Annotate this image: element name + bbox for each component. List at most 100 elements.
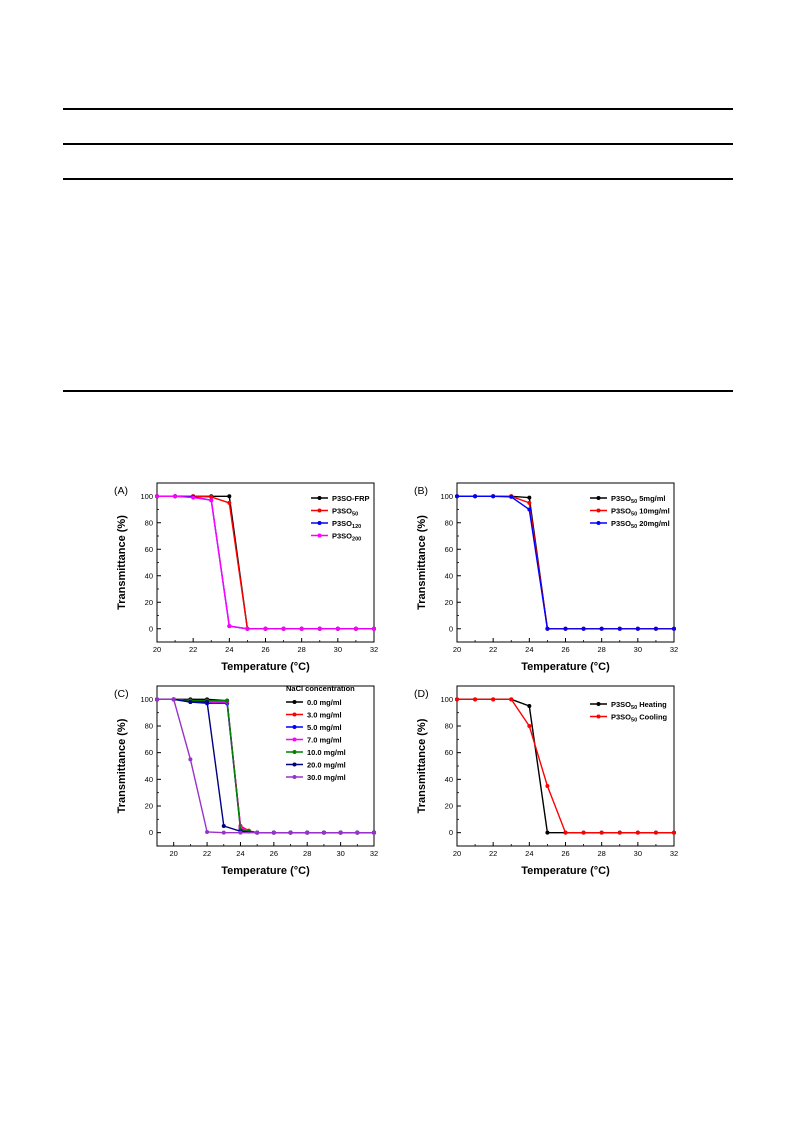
- x-tick-label: 22: [489, 645, 497, 654]
- legend-label: P3SO200: [332, 531, 361, 542]
- x-tick-label: 30: [334, 645, 342, 654]
- legend-marker: [317, 508, 322, 513]
- panel-label: (B): [414, 485, 428, 497]
- table-bottom-rule: [63, 390, 733, 392]
- x-tick-label: 32: [670, 849, 678, 858]
- data-point: [209, 498, 214, 503]
- data-point: [338, 830, 343, 835]
- data-point: [227, 624, 232, 629]
- x-tick-label: 20: [453, 849, 461, 858]
- y-tick-label: 20: [445, 598, 453, 607]
- table-header-rule: [63, 143, 733, 145]
- data-point: [227, 500, 232, 505]
- data-point: [171, 697, 176, 702]
- x-tick-label: 22: [189, 645, 197, 654]
- series-line: [457, 495, 674, 630]
- data-point: [191, 495, 196, 500]
- data-point: [271, 830, 276, 835]
- y-tick-label: 40: [145, 775, 153, 784]
- data-point: [281, 626, 286, 631]
- legend-label: P3SO120: [332, 519, 361, 530]
- legend-title: NaCl concentration: [286, 684, 355, 693]
- legend-marker: [596, 702, 601, 706]
- legend-marker: [317, 496, 322, 500]
- x-tick-label: 20: [453, 645, 461, 654]
- y-tick-label: 60: [445, 545, 453, 554]
- data-point: [209, 494, 214, 499]
- data-point: [527, 495, 532, 500]
- data-point: [255, 830, 260, 835]
- x-tick-label: 24: [225, 645, 233, 654]
- data-point: [635, 830, 640, 835]
- y-tick-label: 80: [445, 518, 453, 527]
- x-tick-label: 20: [170, 849, 178, 858]
- legend-label: P3SO50 10mg/ml: [611, 506, 670, 517]
- x-tick-label: 24: [525, 849, 533, 858]
- table-body-rule: [63, 178, 733, 180]
- legend-marker: [292, 725, 297, 729]
- data-point: [473, 697, 478, 702]
- data-point: [617, 830, 622, 835]
- table-top-rule: [63, 108, 733, 110]
- y-axis-label: Transmittance (%): [416, 515, 428, 610]
- data-point: [491, 494, 496, 499]
- data-point: [635, 626, 640, 631]
- x-tick-label: 20: [153, 645, 161, 654]
- y-tick-label: 40: [445, 775, 453, 784]
- x-tick-label: 28: [597, 645, 605, 654]
- y-tick-label: 40: [445, 571, 453, 580]
- x-axis-label: Temperature (°C): [221, 661, 310, 673]
- y-axis-label: Transmittance (%): [416, 718, 428, 813]
- y-tick-label: 80: [145, 722, 153, 731]
- x-tick-label: 24: [236, 849, 244, 858]
- data-point: [599, 626, 604, 631]
- x-tick-label: 28: [297, 645, 305, 654]
- x-tick-label: 28: [303, 849, 311, 858]
- x-tick-label: 32: [670, 645, 678, 654]
- y-axis-label: Transmittance (%): [116, 515, 128, 610]
- y-tick-label: 100: [440, 695, 453, 704]
- data-point: [545, 830, 550, 835]
- legend-marker: [292, 775, 297, 779]
- x-tick-label: 22: [203, 849, 211, 858]
- data-point: [188, 700, 193, 704]
- legend-marker: [317, 521, 322, 525]
- data-point: [563, 830, 568, 835]
- x-axis-label: Temperature (°C): [521, 865, 610, 877]
- legend-label: 30.0 mg/ml: [307, 773, 346, 782]
- legend-label: 3.0 mg/ml: [307, 710, 342, 719]
- data-point: [372, 830, 376, 835]
- data-point: [617, 626, 622, 631]
- y-tick-label: 20: [145, 598, 153, 607]
- y-tick-label: 100: [140, 695, 153, 704]
- data-point: [599, 830, 604, 835]
- y-tick-label: 100: [440, 492, 453, 501]
- panel-label: (A): [114, 485, 128, 497]
- panel-label: (C): [114, 688, 129, 700]
- legend-marker: [596, 521, 601, 525]
- data-point: [299, 626, 304, 631]
- data-point: [545, 626, 550, 631]
- x-tick-label: 26: [561, 645, 569, 654]
- data-point: [155, 697, 159, 702]
- series-line: [157, 495, 374, 630]
- x-tick-label: 32: [370, 849, 378, 858]
- y-tick-label: 40: [145, 571, 153, 580]
- data-point: [509, 697, 514, 702]
- legend-label: 10.0 mg/ml: [307, 748, 346, 757]
- x-tick-label: 26: [270, 849, 278, 858]
- y-tick-label: 0: [149, 828, 153, 837]
- data-point: [321, 830, 326, 835]
- data-point: [527, 500, 532, 505]
- data-point: [205, 700, 210, 704]
- legend-marker: [292, 700, 297, 704]
- series-line: [157, 698, 374, 834]
- y-tick-label: 80: [145, 518, 153, 527]
- legend-marker: [292, 712, 297, 717]
- legend-marker: [317, 533, 322, 538]
- y-tick-label: 60: [445, 748, 453, 757]
- x-axis-label: Temperature (°C): [221, 865, 310, 877]
- series-line: [157, 495, 374, 630]
- data-point: [305, 830, 310, 835]
- x-tick-label: 26: [561, 849, 569, 858]
